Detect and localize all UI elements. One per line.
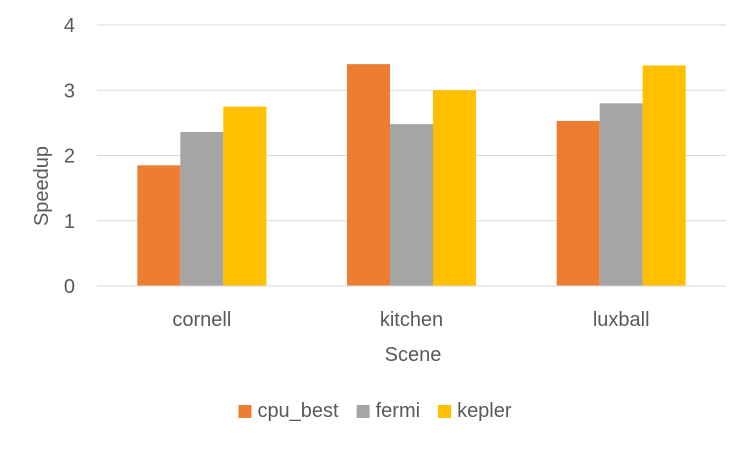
x-axis-title: Scene	[385, 344, 442, 366]
legend-label-kepler: kepler	[457, 400, 512, 422]
y-tick-label: 1	[64, 211, 75, 233]
legend-swatch-fermi	[356, 405, 370, 418]
legend-swatch-kepler	[438, 405, 452, 418]
legend-label-cpu_best: cpu_best	[257, 400, 339, 422]
bar-fermi-kitchen	[390, 124, 433, 287]
legend-swatch-cpu_best	[238, 405, 252, 418]
x-tick-label: cornell	[172, 309, 231, 331]
bar-cpu_best-kitchen	[347, 64, 390, 287]
bar-fermi-cornell	[180, 132, 224, 286]
x-tick-label: luxball	[593, 309, 650, 331]
bar-fermi-luxball	[599, 103, 643, 286]
y-tick-label: 0	[64, 276, 75, 298]
bar-kepler-cornell	[223, 106, 267, 286]
bar-kepler-kitchen	[433, 90, 476, 286]
bars	[137, 64, 686, 287]
legend: cpu_best fermi kepler	[238, 400, 512, 422]
y-tick-label: 2	[64, 146, 75, 168]
y-axis-title: Speedup	[31, 146, 53, 226]
y-tick-label: 3	[64, 80, 75, 102]
bar-cpu_best-luxball	[556, 120, 600, 286]
legend-label-fermi: fermi	[376, 400, 420, 422]
bar-cpu_best-cornell	[137, 165, 181, 286]
x-tick-labels: cornell kitchen luxball	[172, 309, 649, 331]
bar-kepler-luxball	[642, 65, 686, 286]
y-tick-labels: 0 1 2 3 4	[64, 15, 75, 298]
x-tick-label: kitchen	[380, 309, 443, 331]
y-tick-label: 4	[64, 15, 75, 37]
